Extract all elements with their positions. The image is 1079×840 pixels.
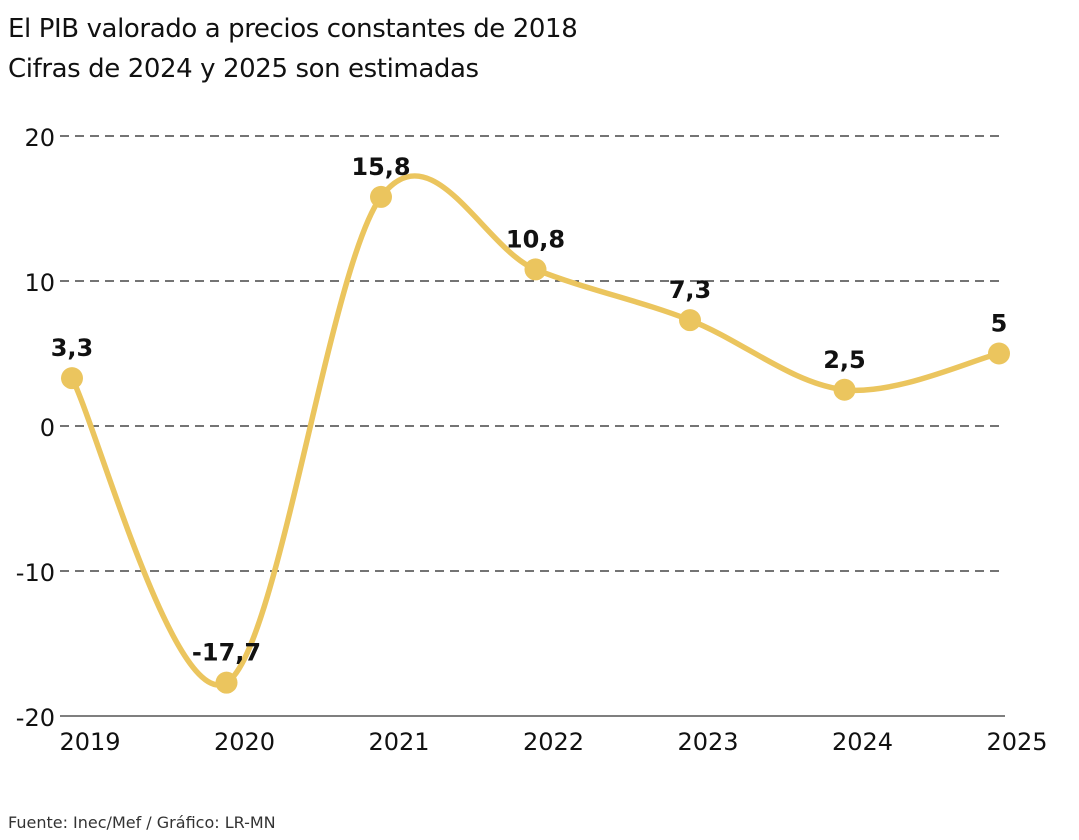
data-label: 7,3	[669, 276, 712, 304]
line-chart: 20 10 0 -10 -20 2019 2020 2021 2022 2023 2024 2025…	[16, 124, 1048, 756]
series-line-group	[69, 173, 1002, 688]
x-axis-ticks: 2019 2020 2021 2022 2023 2024 2025	[59, 728, 1047, 756]
x-tick-label: 2024	[832, 728, 893, 756]
data-point	[524, 258, 547, 281]
source-note: Fuente: Inec/Mef / Gráfico: LR-MN	[8, 813, 276, 832]
x-tick-label: 2021	[368, 728, 429, 756]
data-point	[833, 378, 856, 401]
y-axis-ticks: 20 10 0 -10 -20	[16, 124, 55, 732]
chart-title: El PIB valorado a precios constantes de …	[8, 14, 578, 44]
x-tick-label: 2022	[523, 728, 584, 756]
data-points	[61, 185, 1010, 694]
chart-subtitle: Cifras de 2024 y 2025 son estimadas	[8, 54, 479, 84]
x-tick-label: 2023	[677, 728, 738, 756]
x-tick-label: 2020	[214, 728, 275, 756]
y-tick-label: 10	[24, 269, 55, 297]
y-tick-label: 20	[24, 124, 55, 152]
data-point	[215, 671, 238, 694]
data-point	[679, 309, 701, 332]
gridlines	[60, 135, 1005, 717]
data-label: 2,5	[823, 346, 866, 374]
data-label: 5	[991, 310, 1008, 338]
data-point	[61, 367, 83, 390]
y-tick-label: 0	[40, 414, 55, 442]
data-point	[370, 185, 392, 208]
data-label: 15,8	[351, 153, 410, 181]
data-labels: 3,3 -17,7 15,8 10,8 7,3 2,5 5	[51, 153, 1008, 667]
data-label: 10,8	[506, 225, 565, 253]
y-tick-label: -20	[16, 704, 55, 732]
x-tick-label: 2025	[986, 728, 1047, 756]
x-tick-label: 2019	[59, 728, 120, 756]
data-label: -17,7	[192, 639, 261, 667]
y-tick-label: -10	[16, 559, 55, 587]
data-point	[988, 342, 1010, 365]
series-line	[69, 173, 1002, 688]
data-label: 3,3	[51, 334, 94, 362]
